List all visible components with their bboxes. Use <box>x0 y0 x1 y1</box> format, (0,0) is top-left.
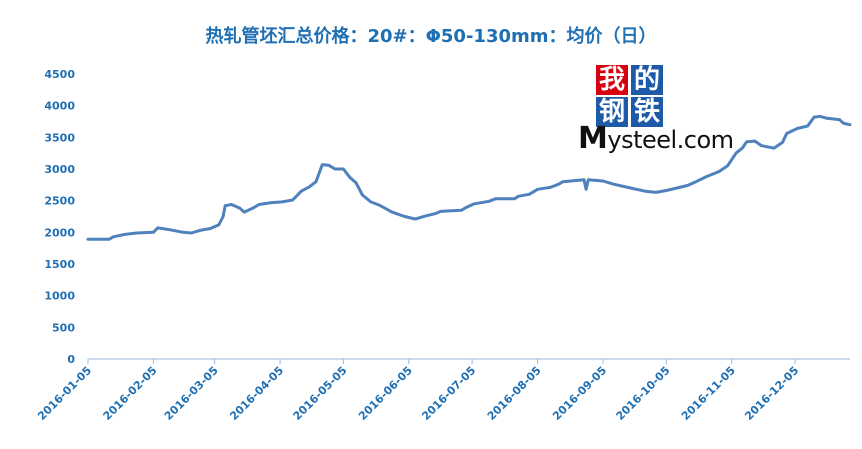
y-tick-label: 4000 <box>44 100 75 113</box>
x-tick-label: 2016-03-05 <box>162 364 221 423</box>
logo-char-3: 钢 <box>596 97 628 127</box>
x-tick-label: 2016-02-05 <box>101 364 160 423</box>
y-tick-label: 3000 <box>44 163 75 176</box>
x-tick-label: 2016-06-05 <box>356 364 415 423</box>
y-tick-label: 500 <box>52 321 75 334</box>
x-tick-label: 2016-07-05 <box>419 364 478 423</box>
x-tick-label: 2016-08-05 <box>485 364 544 423</box>
chart-title: 热轧管坯汇总价格：20#：Φ50-130mm：均价（日） <box>205 26 657 47</box>
y-tick-label: 1000 <box>44 290 75 303</box>
x-tick-label: 2016-09-05 <box>550 364 609 423</box>
y-tick-label: 2500 <box>44 195 75 208</box>
x-tick-label: 2016-05-05 <box>291 364 350 423</box>
logo-char-4: 铁 <box>631 97 663 127</box>
x-tick-label: 2016-04-05 <box>227 364 286 423</box>
y-tick-label: 1500 <box>44 258 75 271</box>
price-series-line <box>86 114 852 241</box>
logo-char-2: 的 <box>631 65 663 95</box>
x-tick-label: 2016-12-05 <box>742 364 801 423</box>
x-tick-label: 2016-01-05 <box>35 364 94 423</box>
logo-char-1: 我 <box>596 65 628 95</box>
y-tick-label: 2000 <box>44 226 75 239</box>
x-tick-label: 2016-10-05 <box>614 364 673 423</box>
y-axis-ticks: 0 500 1000 1500 2000 2500 3000 3500 4000 4500 <box>44 68 75 366</box>
x-axis-ticks: 2016-01-05 2016-02-05 2016-03-05 2016-04-05… <box>35 359 801 423</box>
y-tick-label: 4500 <box>44 68 75 81</box>
y-tick-label: 3500 <box>44 131 75 144</box>
logo-wordmark: Mysteel.com <box>578 121 734 156</box>
x-tick-label: 2016-11-05 <box>679 364 738 423</box>
y-tick-label: 0 <box>67 353 75 366</box>
mysteel-logo: 我 的 钢 铁 Mysteel.com <box>578 65 734 156</box>
